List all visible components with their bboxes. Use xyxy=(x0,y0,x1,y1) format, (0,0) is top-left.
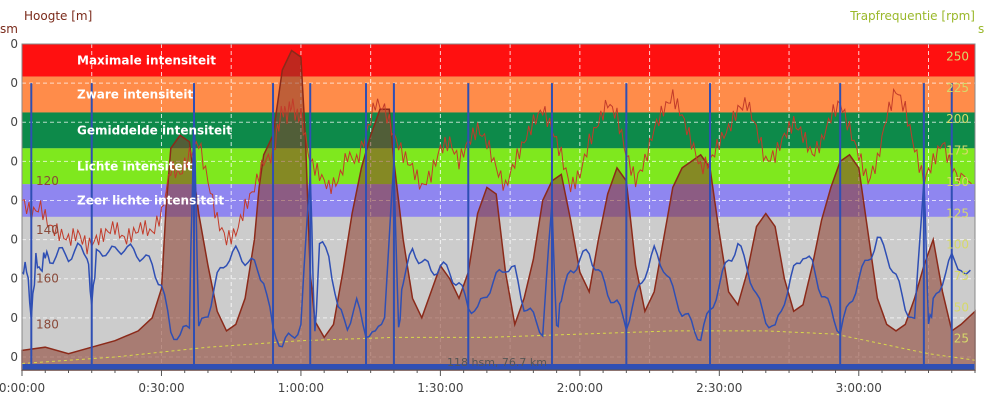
x-axis-tick-label: 2:30:00 xyxy=(696,381,742,395)
heart-rate-layer xyxy=(21,87,972,255)
speed-baseline xyxy=(22,364,975,370)
heart-rate-level-label: 180 xyxy=(36,317,59,331)
altitude-layer xyxy=(21,49,976,371)
header-labels: Hoogte [m] sm Trapfrequentie [rpm] s xyxy=(0,9,984,36)
cadence-tick-label: 150 xyxy=(946,175,969,189)
cadence-line xyxy=(21,330,976,364)
cadence-tick-label: 200 xyxy=(946,112,969,126)
summary-label: 118 hsm, 76.7 km xyxy=(447,356,547,369)
cadence-tick-label: 175 xyxy=(946,144,969,158)
left-axis-tick-label: 0 xyxy=(10,115,18,129)
altitude-area xyxy=(21,49,976,371)
x-axis-tick-label: 2:00:00 xyxy=(557,381,603,395)
left-axis-tick-label: 0 xyxy=(10,37,18,51)
heart-rate-level-label: 140 xyxy=(36,223,59,237)
speed-layer xyxy=(21,83,975,370)
axes-layer: 120 140 160 180 0 0 0 0 0 0 0 0 0 250 225 200 175 150 125 1… xyxy=(0,37,976,395)
left-axis-tick-label: 0 xyxy=(10,76,18,90)
left-axis-tick-label: 0 xyxy=(10,154,18,168)
zone-label: Gemiddelde intensiteit xyxy=(77,123,232,137)
zone-label: Maximale intensiteit xyxy=(77,53,216,67)
x-axis-tick-label: 1:30:00 xyxy=(417,381,463,395)
cadence-tick-label: 100 xyxy=(946,238,969,252)
zone-band xyxy=(22,76,975,113)
left-axis-tick-label: 0 xyxy=(10,233,18,247)
left-axis-label-cut: sm xyxy=(0,22,18,36)
heart-rate-level-label: 160 xyxy=(36,272,59,286)
x-axis-tick-label: 0:30:00 xyxy=(138,381,184,395)
left-axis-tick-label: 0 xyxy=(10,272,18,286)
x-axis-tick-label: 3:00:00 xyxy=(836,381,882,395)
left-axis-tick-label: 0 xyxy=(10,193,18,207)
zone-labels: Maximale intensiteit Zware intensiteit Gem… xyxy=(77,53,232,207)
cadence-tick-label: 125 xyxy=(946,206,969,220)
zone-label: Zware intensiteit xyxy=(77,88,193,102)
heart-rate-line xyxy=(21,87,972,255)
cadence-tick-label: 75 xyxy=(954,269,969,283)
cadence-tick-label: 225 xyxy=(946,81,969,95)
x-axis-tick-label: 1:00:00 xyxy=(278,381,324,395)
zone-band xyxy=(22,44,975,77)
cadence-tick-label: 25 xyxy=(954,332,969,346)
cadence-tick-label: 50 xyxy=(954,300,969,314)
cadence-tick-label: 250 xyxy=(946,50,969,64)
left-axis-tick-label: 0 xyxy=(10,311,18,325)
right-axis-label-cut: s xyxy=(978,22,984,36)
left-axis-tick-label: 0 xyxy=(10,350,18,364)
cadence-layer xyxy=(21,330,976,364)
heart-rate-level-label: 120 xyxy=(36,174,59,188)
speed-line xyxy=(21,104,971,348)
x-axis-tick-label: 0:00:00 xyxy=(0,381,45,395)
zone-label: Zeer lichte intensiteit xyxy=(77,193,224,207)
zone-label: Lichte intensiteit xyxy=(77,159,193,173)
left-axis-label: Hoogte [m] xyxy=(24,9,92,23)
right-axis-label: Trapfrequentie [rpm] xyxy=(849,9,975,23)
